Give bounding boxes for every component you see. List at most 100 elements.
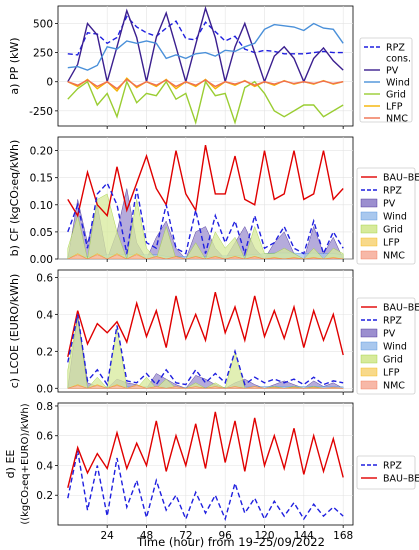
- legend-label: PV: [386, 66, 399, 77]
- plot-area: [67, 144, 344, 259]
- legend-item: Wind: [364, 78, 410, 89]
- legend-item: NMC: [360, 251, 405, 262]
- y-tick-label: 0.00: [30, 254, 53, 266]
- legend-label: Wind: [383, 342, 407, 353]
- legend-label: PV: [383, 199, 396, 210]
- y-tick-label: 0.15: [30, 173, 53, 185]
- y-tick-label: 0.6: [36, 272, 53, 284]
- y-tick-label: 0.8: [36, 401, 53, 413]
- line-pv: [67, 6, 344, 85]
- line-nmc: [67, 78, 344, 90]
- y-tick-label: 0.6: [36, 431, 53, 443]
- y-tick-label: 250: [33, 48, 53, 60]
- legend-item: PV: [360, 328, 396, 340]
- legend-item: PV: [364, 66, 399, 77]
- x-tick-label: 120: [254, 530, 274, 542]
- y-tick-label: 500: [33, 18, 53, 30]
- plot-area: [67, 292, 344, 389]
- legend-item: Grid: [364, 90, 406, 101]
- y-tick-label: 0.20: [30, 146, 53, 158]
- legend-swatch: [360, 328, 378, 338]
- legend-label: BAU–BE: [383, 303, 419, 314]
- line-baube: [67, 144, 344, 218]
- legend-swatch: [360, 367, 378, 377]
- legend-frame: [356, 455, 416, 490]
- y-axis-label: a) PP (kW): [8, 37, 21, 94]
- line-baube: [67, 411, 344, 488]
- x-tick-label: 48: [140, 530, 153, 542]
- y-axis-label: d) EE: [4, 450, 17, 479]
- legend-label: RPZ: [383, 316, 402, 327]
- area-grid: [67, 193, 344, 259]
- panel-b: 0.00 0.05 0.10 0.15 0.20 b) CF (kgCO₂eq/kWh) B…: [8, 136, 419, 266]
- legend-label: cons.: [386, 54, 411, 65]
- panel-c: 0.0 0.2 0.4 0.6 c) LCOE (EURO/kWh) BAU–BE RPZ P…: [8, 269, 419, 395]
- x-tick-label: 96: [218, 530, 232, 542]
- x-tick-label: 144: [294, 530, 314, 542]
- legend-swatch: [360, 341, 378, 351]
- legend-label: PV: [383, 329, 396, 340]
- panel-a: -250 0 250 500 a) PP (kW) RPZcons.PVWindGridL…: [8, 5, 413, 129]
- y-tick-label: 0: [46, 77, 53, 89]
- y-tick-label: 0.4: [36, 309, 53, 321]
- panel-d: 0.2 0.4 0.6 0.8 24 48 72 96 120 144 168 d) EE ((kgCO…: [4, 401, 419, 542]
- y-axis-label: b) CF (kgCO₂eq/kWh): [8, 140, 21, 257]
- y-tick-label: 0.05: [30, 227, 53, 239]
- y-tick-label: 0.4: [36, 460, 53, 472]
- legend-d: RPZ BAU–BE: [356, 455, 419, 490]
- legend-item: LFP: [360, 367, 400, 379]
- legend-item: RPZ: [361, 316, 402, 327]
- legend-label: BAU–BE: [383, 474, 419, 485]
- y-tick-label: 0.10: [30, 200, 53, 212]
- legend-label: BAU–BE: [383, 173, 419, 184]
- legend-label: NMC: [383, 251, 405, 262]
- y-tick-label: 0.0: [36, 383, 53, 395]
- legend-label: Grid: [383, 225, 403, 236]
- legend-item: RPZ: [361, 461, 402, 472]
- legend-item: BAU–BE: [361, 173, 419, 184]
- y-tick-label: -250: [29, 106, 53, 118]
- x-tick-label: 24: [100, 530, 114, 542]
- legend-swatch: [360, 237, 378, 247]
- legend-item: RPZ: [361, 186, 402, 197]
- y-tick-label: 0.2: [36, 346, 53, 358]
- plot-frame: [57, 5, 354, 127]
- x-tick-label: 72: [179, 530, 192, 542]
- legend-label: LFP: [383, 368, 400, 379]
- legend-item: NMC: [364, 114, 408, 125]
- line-baube: [67, 292, 344, 358]
- legend-label: LFP: [386, 102, 403, 113]
- y-tick-label: 0.2: [36, 490, 53, 502]
- legend-label: Wind: [383, 212, 407, 223]
- area-nmc: [67, 385, 344, 389]
- legend-item: Grid: [360, 354, 403, 366]
- legend-item: Grid: [360, 224, 403, 236]
- y-axis-label: c) LCOE (EURO/kWh): [8, 274, 21, 389]
- x-tick-label: 168: [333, 530, 353, 542]
- legend-swatch: [360, 354, 378, 364]
- legend-frame: [359, 37, 413, 123]
- x-axis-label: Time (hour) from 19–25/09/2022: [136, 535, 325, 549]
- legend-c: BAU–BE RPZ PV Wind Grid LFP NMC: [356, 297, 419, 395]
- legend-swatch: [360, 211, 378, 221]
- legend-item: NMC: [360, 381, 405, 392]
- line-rpz: [67, 450, 344, 522]
- legend-item: Wind: [360, 211, 407, 223]
- legend-item: BAU–BE: [361, 474, 419, 485]
- legend-label: Wind: [386, 78, 410, 89]
- legend-swatch: [360, 198, 378, 208]
- plot-area: [67, 6, 344, 126]
- legend-item: PV: [360, 198, 396, 210]
- legend-label: NMC: [386, 114, 408, 125]
- plot-area: [67, 411, 344, 522]
- plot-frame: [57, 402, 354, 526]
- line-rpz: [67, 181, 344, 257]
- legend-swatch: [360, 224, 378, 234]
- legend-label: RPZ: [383, 461, 402, 472]
- line-rpz: [67, 314, 344, 387]
- line-wind: [67, 22, 344, 71]
- legend-item: Wind: [360, 341, 407, 353]
